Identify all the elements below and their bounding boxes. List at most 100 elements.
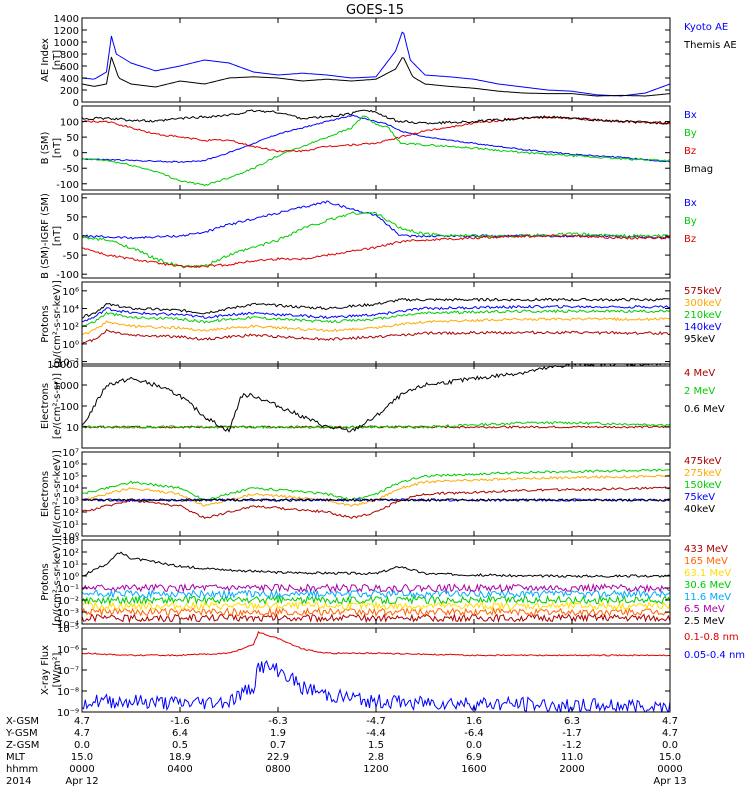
- x-table-cell: -1.2: [562, 740, 582, 751]
- y-tick-label: 10⁻²: [57, 358, 79, 369]
- legend-entry: 95keV: [684, 334, 715, 345]
- series-line-0-05-0-4-nm: [82, 660, 670, 712]
- y-tick-label: 1400: [54, 14, 79, 25]
- series-line-575kev: [82, 329, 670, 346]
- y-tick-label: 10⁵: [62, 472, 79, 483]
- series-group: [82, 31, 670, 97]
- x-table-cell: Apr 13: [653, 776, 686, 787]
- y-tick-label: 10²: [62, 508, 79, 519]
- series-group: [82, 551, 670, 624]
- y-tick-label: 10⁴: [62, 484, 79, 495]
- x-table-cell: 0000: [69, 764, 94, 775]
- y-tick-label: 1000: [54, 38, 79, 49]
- x-table-cell: 4.7: [74, 716, 90, 727]
- x-table-cell: 1200: [363, 764, 388, 775]
- x-table-cell: -1.7: [562, 728, 582, 739]
- y-tick-label: 10⁶: [62, 460, 79, 471]
- y-tick-label: 50: [66, 213, 79, 224]
- y-axis-label: [nT]: [52, 138, 63, 158]
- y-tick-label: 10¹: [62, 560, 79, 571]
- x-table-cell: 4.7: [662, 716, 678, 727]
- x-table-cell: 22.9: [267, 752, 289, 763]
- panel-2: -100 -50 0 50 100 B (SM)-IGRF (SM) [nT] Bx By Bz: [40, 193, 697, 281]
- y-tick-label: 10000: [47, 360, 79, 371]
- x-table-cell: 0800: [265, 764, 290, 775]
- legend-entry: 11.6 MeV: [684, 592, 731, 603]
- y-tick-label: -100: [56, 270, 79, 281]
- legend-entry: 575keV: [684, 286, 722, 297]
- series-line-0-6-mev: [82, 364, 670, 433]
- legend-entry: 165 MeV: [684, 556, 728, 567]
- x-table-cell: Apr 12: [65, 776, 98, 787]
- y-tick-label: 10⁻⁶: [57, 645, 79, 656]
- x-table-cell: 6.4: [172, 728, 188, 739]
- x-table-cell: -4.4: [366, 728, 386, 739]
- y-tick-label: 10⁻⁸: [57, 687, 79, 698]
- series-group: [82, 109, 670, 187]
- y-tick-label: 1000: [54, 381, 79, 392]
- y-tick-label: 10: [66, 423, 79, 434]
- x-table-cell: 6.9: [466, 752, 482, 763]
- y-axis-label: X-ray Flux: [40, 645, 51, 695]
- y-axis-label: B (SM): [40, 131, 51, 164]
- x-table-cell: -6.3: [268, 716, 288, 727]
- x-table-row-label: Y-GSM: [5, 728, 38, 739]
- y-axis-label: Electrons: [40, 383, 51, 429]
- y-tick-label: 10⁻¹: [57, 584, 79, 595]
- legend-entry: 275keV: [684, 468, 722, 479]
- series-line-by: [82, 211, 670, 269]
- panel-4: 10 100 1000 10000 Electrons [e/(cm²-s-sr)] 4 M…: [40, 360, 725, 449]
- series-line-11-6-mev: [82, 588, 670, 600]
- x-table-row-label: Z-GSM: [6, 740, 39, 751]
- x-table-cell: 4.7: [74, 728, 90, 739]
- series-line-275kev: [82, 474, 670, 508]
- y-axis-label: Protons: [40, 563, 51, 600]
- y-axis-label: [p/(cm²-s-sr-keV)]: [52, 280, 63, 368]
- legend-entry: 300keV: [684, 298, 722, 309]
- series-line-210kev: [82, 309, 670, 328]
- chart-title: GOES-15: [346, 3, 404, 18]
- series-group: [82, 200, 670, 269]
- y-tick-label: 10³: [62, 496, 79, 507]
- series-line-30-6-mev: [82, 594, 670, 606]
- x-table-cell: 0000: [657, 764, 682, 775]
- series-line-165-mev: [82, 606, 670, 617]
- y-tick-label: 10⁰: [62, 532, 79, 543]
- x-table-cell: 1.6: [466, 716, 482, 727]
- legend-entry: 210keV: [684, 310, 722, 321]
- y-tick-label: 10⁻³: [57, 608, 79, 619]
- legend-entry: 475keV: [684, 456, 722, 467]
- legend-entry: By: [684, 216, 697, 227]
- legend-entry: By: [684, 128, 697, 139]
- y-tick-label: 10³: [62, 536, 79, 547]
- y-axis-label: [e/(cm²-s-sr-keV)]: [52, 450, 63, 538]
- x-table-cell: 18.9: [169, 752, 191, 763]
- x-table-cell: 15.0: [71, 752, 93, 763]
- series-line-bz: [82, 234, 670, 268]
- series-line-95kev: [82, 297, 670, 319]
- series-line-0-1-0-8-nm: [82, 631, 670, 657]
- y-tick-label: 50: [66, 133, 79, 144]
- y-tick-label: 10⁻⁹: [57, 708, 79, 719]
- y-axis-label: [e/(cm²-s-sr)]: [52, 373, 63, 439]
- x-table-cell: -1.6: [170, 716, 190, 727]
- series-group: [82, 364, 670, 433]
- y-tick-label: 0: [73, 149, 79, 160]
- y-tick-label: 100: [60, 402, 79, 413]
- y-tick-label: 400: [60, 74, 79, 85]
- y-tick-label: 200: [60, 86, 79, 97]
- series-group: [82, 297, 670, 346]
- series-line-bz: [82, 115, 670, 153]
- legend-entry: Bx: [684, 110, 697, 121]
- legend-entry: Bmag: [684, 164, 713, 175]
- x-table-cell: 11.0: [561, 752, 583, 763]
- y-tick-label: 10²: [62, 548, 79, 559]
- y-tick-label: 10⁻⁵: [57, 624, 79, 635]
- legend-entry: Bx: [684, 198, 697, 209]
- panel-frame: [81, 363, 671, 449]
- x-table-cell: -6.4: [464, 728, 484, 739]
